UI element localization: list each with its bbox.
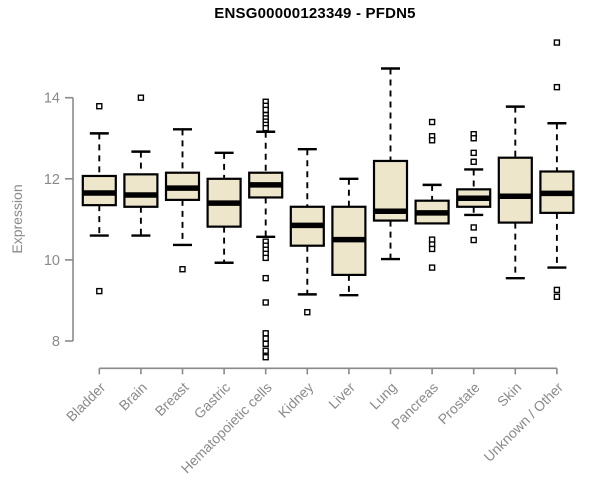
outlier-point — [428, 137, 436, 144]
outlier-point — [470, 224, 477, 231]
outlier-point — [262, 124, 269, 132]
outlier-point — [262, 254, 269, 262]
outlier-point — [470, 135, 477, 142]
outlier-point — [470, 236, 477, 244]
box-group-prostate — [456, 130, 492, 244]
outlier-point — [262, 335, 269, 342]
outlier-point — [137, 94, 145, 101]
outlier-point — [262, 330, 269, 337]
y-tick-label: 10 — [44, 253, 60, 269]
outlier-point — [262, 340, 269, 348]
outlier-point — [553, 39, 561, 46]
x-tick-label: Lung — [366, 379, 399, 412]
outlier-point — [262, 354, 269, 361]
outlier-point — [96, 287, 103, 295]
outlier-point — [179, 266, 186, 273]
box-group-gastric — [206, 151, 242, 264]
box-group-kidney — [289, 147, 325, 316]
outlier-point — [553, 293, 561, 301]
box-group-pancreas — [414, 118, 450, 271]
chart-title: ENSG00000123349 - PFDN5 — [214, 5, 416, 22]
box-group-skin — [497, 105, 533, 280]
outlier-point — [470, 149, 477, 157]
outlier-point — [262, 347, 269, 354]
box-group-lung — [372, 67, 409, 261]
box — [123, 173, 159, 208]
y-tick-label: 8 — [52, 334, 60, 350]
outlier-point — [553, 286, 561, 294]
x-tick-label: Unknown / Other — [480, 379, 566, 465]
outlier-point — [262, 106, 269, 114]
outlier-point — [428, 264, 436, 271]
x-tick-label: Skin — [494, 379, 525, 410]
box-group-breast — [164, 128, 201, 273]
box-group-bladder — [81, 103, 117, 295]
box — [497, 156, 533, 224]
x-tick-label: Kidney — [275, 379, 317, 421]
outlier-point — [553, 83, 561, 91]
x-tick-label: Liver — [325, 379, 358, 412]
y-tick-label: 12 — [44, 172, 60, 188]
outlier-point — [428, 118, 436, 126]
outlier-point — [428, 245, 436, 253]
y-axis: 8 10 12 14 — [44, 91, 74, 350]
x-tick-label: Breast — [152, 379, 192, 419]
box-group-brain — [123, 94, 159, 237]
outlier-point — [304, 309, 311, 316]
outlier-point — [262, 274, 269, 282]
outlier-point — [96, 103, 103, 110]
x-tick-label: Prostate — [435, 379, 483, 427]
x-tick-label: Brain — [116, 379, 150, 413]
x-tick-label: Bladder — [63, 379, 109, 425]
outlier-point — [470, 158, 477, 165]
box-group-hematopoietic-cells — [248, 98, 284, 361]
y-tick-label: 14 — [44, 91, 60, 107]
outlier-point — [262, 299, 269, 306]
box-group-unknown-other — [539, 39, 575, 301]
box-group-liver — [331, 177, 367, 297]
